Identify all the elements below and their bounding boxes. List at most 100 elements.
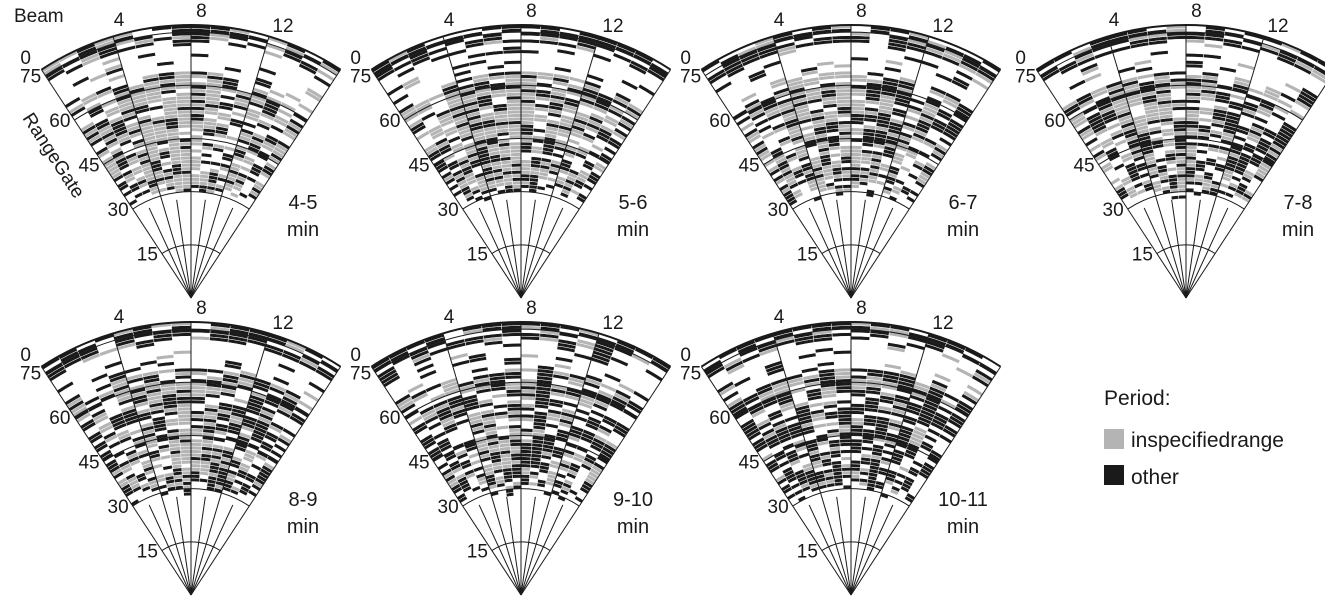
cell-inspecified	[1109, 176, 1121, 186]
cell-inspecified	[813, 422, 827, 430]
range-gate-arc	[103, 434, 279, 462]
range-gate-tick-label: 60	[49, 111, 70, 132]
period-label-unit: min	[947, 219, 979, 241]
cell-inspecified	[206, 71, 225, 78]
cell-inspecified	[520, 109, 535, 115]
fan-grid	[40, 24, 342, 299]
range-gate-arc	[763, 434, 939, 462]
cell-inspecified	[177, 406, 192, 412]
cell-other	[923, 433, 938, 444]
cell-inspecified	[157, 368, 176, 375]
cell-inspecified	[182, 184, 192, 189]
cell-other	[520, 173, 531, 179]
cell-inspecified	[182, 477, 192, 483]
range-gate-arc	[705, 31, 997, 76]
cell-inspecified	[181, 467, 192, 472]
cell-other	[603, 372, 622, 384]
range-gate-tick-label: 30	[108, 200, 129, 221]
cell-other	[242, 121, 257, 130]
cell-inspecified	[511, 166, 522, 171]
cell-other	[416, 362, 435, 374]
cell-inspecified	[231, 110, 247, 119]
cell-inspecified	[761, 130, 776, 141]
cell-other	[850, 424, 864, 430]
cell-other	[794, 41, 815, 50]
cell-other	[1173, 124, 1187, 129]
cell-other	[520, 141, 533, 147]
cell-other	[850, 403, 866, 408]
cell-inspecified	[520, 180, 530, 186]
beam-divider	[836, 199, 852, 299]
cell-inspecified	[79, 121, 95, 133]
range-gate-tick-label: 15	[467, 542, 488, 563]
cell-other	[1253, 115, 1269, 125]
cell-other	[837, 417, 852, 422]
cell-inspecified	[590, 143, 605, 153]
cell-inspecified	[467, 451, 480, 460]
fan-outer-edge	[40, 321, 342, 368]
range-gate-arc	[132, 191, 250, 210]
range-gate-tick-label: 45	[78, 453, 99, 474]
cell-inspecified	[1185, 145, 1198, 150]
cell-inspecified	[180, 456, 192, 461]
cell-inspecified	[496, 425, 510, 431]
cell-other	[778, 459, 791, 469]
cell-other	[838, 131, 852, 136]
cell-other	[907, 172, 919, 181]
cell-inspecified	[506, 399, 522, 405]
cell-other	[190, 113, 205, 118]
cell-other	[850, 116, 865, 122]
cell-inspecified	[190, 463, 201, 468]
legend-swatch-inspecified	[1104, 429, 1124, 449]
range-gate-arc	[1127, 191, 1245, 210]
cell-inspecified	[160, 160, 172, 167]
cell-inspecified	[520, 438, 533, 444]
range-gate-arc	[74, 84, 308, 121]
cell-other	[520, 442, 533, 447]
cell-other	[850, 438, 863, 444]
beam-divider	[850, 496, 866, 596]
beam-tick-label: 4	[114, 307, 125, 328]
cell-other	[480, 485, 490, 493]
cell-inspecified	[837, 113, 852, 118]
fan-outer-edge	[370, 321, 672, 368]
cell-inspecified	[177, 413, 192, 419]
cell-other	[467, 352, 487, 360]
cell-inspecified	[302, 390, 320, 403]
range-gate-arc	[462, 191, 580, 210]
cell-inspecified	[520, 403, 536, 408]
beam-divider	[190, 199, 206, 299]
beam-tick-label: 8	[856, 1, 867, 22]
beam-divider	[506, 496, 522, 596]
cell-other	[850, 120, 865, 125]
cell-inspecified	[1177, 180, 1187, 186]
cell-other	[784, 414, 799, 423]
beam-tick-label: 8	[196, 1, 207, 22]
cell-inspecified	[850, 417, 865, 422]
cell-inspecified	[520, 467, 531, 472]
cell-inspecified	[520, 417, 535, 422]
cell-other	[592, 53, 612, 63]
cell-other	[895, 472, 907, 480]
cell-other	[831, 460, 842, 466]
cell-inspecified	[190, 120, 205, 125]
cell-inspecified	[520, 113, 535, 118]
cell-other	[471, 485, 482, 493]
cell-inspecified	[177, 120, 192, 125]
cell-inspecified	[179, 141, 192, 147]
cell-other	[842, 474, 852, 479]
cell-inspecified	[841, 173, 852, 179]
cell-other	[250, 462, 262, 472]
cell-other	[152, 36, 173, 43]
cell-other	[637, 83, 656, 97]
cell-other	[179, 438, 192, 444]
cell-other	[1224, 191, 1235, 199]
beam-tick-label: 12	[932, 16, 953, 37]
cell-other	[1167, 173, 1178, 180]
cell-other	[837, 413, 852, 419]
range-gate-tick-label: 30	[438, 497, 459, 518]
period-label-range: 5-6	[619, 192, 648, 214]
cell-inspecified	[546, 176, 557, 183]
cell-other	[503, 60, 522, 65]
cell-other	[190, 417, 205, 422]
